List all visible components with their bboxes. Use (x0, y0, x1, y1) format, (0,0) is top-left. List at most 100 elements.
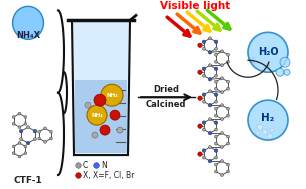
Circle shape (226, 53, 230, 56)
Polygon shape (72, 20, 130, 155)
Circle shape (198, 152, 202, 156)
Text: Visible light: Visible light (160, 1, 230, 11)
Circle shape (202, 93, 206, 97)
Circle shape (203, 156, 205, 159)
Circle shape (215, 135, 218, 138)
Circle shape (221, 118, 223, 121)
Text: C: C (83, 160, 88, 170)
Circle shape (203, 47, 205, 50)
Circle shape (221, 50, 223, 53)
Circle shape (226, 114, 230, 117)
Circle shape (26, 141, 30, 145)
Circle shape (226, 107, 230, 110)
Circle shape (198, 43, 202, 47)
Circle shape (198, 96, 202, 100)
Circle shape (248, 32, 288, 72)
Circle shape (221, 91, 223, 94)
Circle shape (221, 77, 223, 80)
Circle shape (215, 163, 218, 166)
Circle shape (214, 121, 218, 124)
Circle shape (221, 146, 223, 149)
Circle shape (33, 138, 36, 141)
Circle shape (12, 116, 15, 119)
Circle shape (208, 37, 211, 40)
Circle shape (215, 74, 218, 77)
Circle shape (226, 80, 230, 83)
Circle shape (214, 67, 218, 70)
Circle shape (100, 125, 110, 135)
Circle shape (110, 110, 120, 120)
Circle shape (33, 129, 37, 133)
Text: NH₄: NH₄ (106, 93, 118, 98)
Circle shape (18, 155, 21, 158)
Circle shape (203, 74, 205, 77)
Circle shape (202, 121, 206, 124)
Text: Calcined: Calcined (146, 100, 186, 109)
Circle shape (215, 80, 218, 83)
Circle shape (38, 130, 40, 133)
Circle shape (215, 47, 218, 50)
Circle shape (12, 122, 15, 125)
Circle shape (12, 145, 15, 148)
Text: H₂: H₂ (261, 113, 274, 123)
Text: NH₄: NH₄ (91, 113, 103, 118)
Circle shape (87, 105, 107, 125)
Text: Dried: Dried (153, 85, 179, 94)
Circle shape (208, 103, 212, 107)
Circle shape (24, 116, 27, 119)
Circle shape (208, 90, 211, 93)
Circle shape (208, 118, 211, 121)
Circle shape (43, 127, 47, 130)
Circle shape (92, 132, 98, 138)
Circle shape (94, 94, 106, 106)
Circle shape (208, 159, 212, 163)
Circle shape (202, 67, 206, 70)
Circle shape (50, 130, 52, 133)
Circle shape (27, 126, 29, 129)
Circle shape (208, 146, 211, 149)
Circle shape (221, 160, 223, 163)
Circle shape (276, 68, 284, 76)
Circle shape (270, 128, 274, 132)
Circle shape (85, 102, 91, 108)
Circle shape (24, 145, 27, 148)
Circle shape (263, 130, 267, 135)
Text: NH₄X: NH₄X (16, 31, 40, 40)
Text: H₂O: H₂O (258, 47, 278, 57)
Circle shape (267, 134, 273, 139)
Text: CTF-1: CTF-1 (14, 176, 42, 184)
Circle shape (221, 104, 223, 107)
Circle shape (226, 163, 230, 166)
Circle shape (215, 60, 218, 63)
Circle shape (221, 174, 223, 177)
Circle shape (215, 156, 218, 159)
Circle shape (38, 137, 40, 140)
Circle shape (226, 135, 230, 138)
Circle shape (19, 129, 23, 133)
Circle shape (24, 152, 27, 155)
Circle shape (257, 124, 263, 130)
Circle shape (215, 170, 218, 173)
Circle shape (208, 64, 211, 67)
Circle shape (248, 100, 288, 140)
Circle shape (226, 87, 230, 90)
Circle shape (18, 126, 21, 129)
Circle shape (208, 131, 212, 135)
Text: X, X=F, Cl, Br: X, X=F, Cl, Br (83, 170, 134, 180)
Circle shape (208, 50, 212, 54)
Circle shape (18, 142, 21, 144)
Circle shape (215, 128, 218, 131)
Circle shape (221, 64, 223, 67)
Circle shape (215, 53, 218, 56)
Circle shape (215, 87, 218, 90)
Circle shape (202, 40, 206, 44)
Circle shape (214, 93, 218, 97)
Circle shape (24, 122, 27, 125)
Circle shape (214, 40, 218, 44)
Circle shape (50, 137, 52, 140)
Polygon shape (75, 80, 127, 153)
Circle shape (101, 84, 123, 106)
Circle shape (18, 112, 21, 115)
Circle shape (215, 114, 218, 117)
Polygon shape (13, 6, 43, 39)
